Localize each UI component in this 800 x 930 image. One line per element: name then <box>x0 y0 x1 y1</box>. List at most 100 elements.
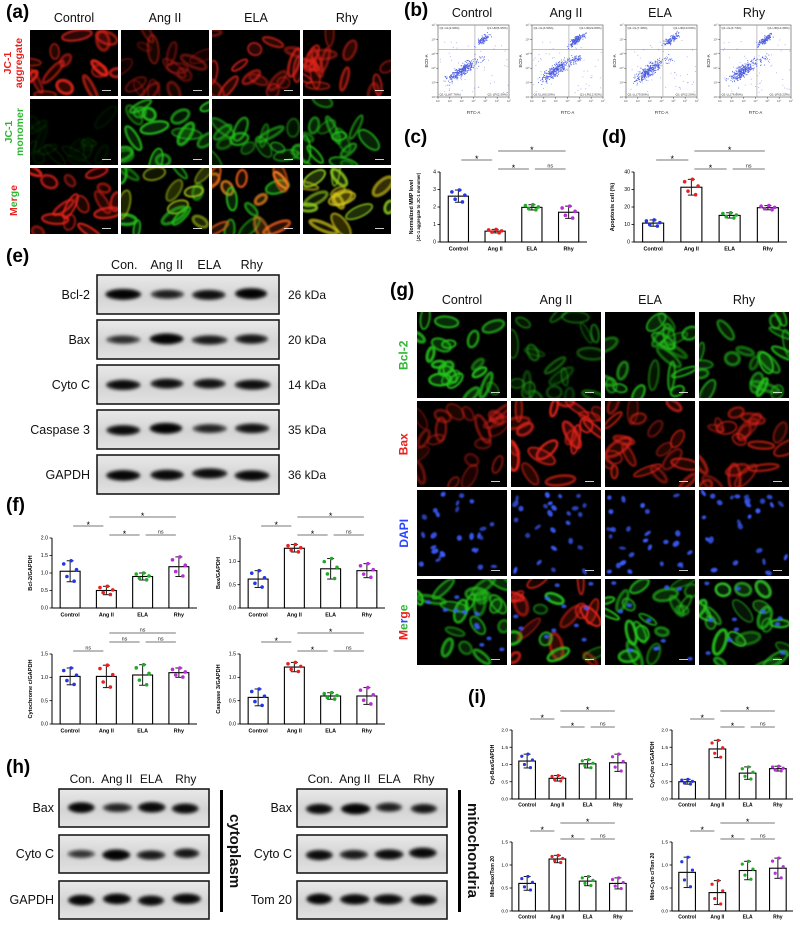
svg-text:Q1-LL(79.50%): Q1-LL(79.50%) <box>628 93 649 97</box>
svg-text:Rhy: Rhy <box>362 729 372 735</box>
svg-text:1.5: 1.5 <box>41 553 48 559</box>
svg-text:Q1-LL(87.76%): Q1-LL(87.76%) <box>440 93 461 97</box>
svg-text:0.0: 0.0 <box>501 909 508 915</box>
svg-text:1.5: 1.5 <box>501 840 508 846</box>
svg-text:10⁴: 10⁴ <box>471 99 476 103</box>
svg-text:*: * <box>700 825 704 835</box>
panel-b-plot-title-3: Rhy <box>742 6 766 20</box>
svg-text:2: 2 <box>433 205 436 211</box>
panel-b-label: (b) <box>404 0 429 21</box>
svg-text:1.5: 1.5 <box>41 652 48 658</box>
micro-merge-2 <box>605 579 695 665</box>
panel-h-cytoplasm-protein-label-0: Bax <box>32 801 54 815</box>
micro-bax-2 <box>605 401 695 487</box>
svg-text:FITC-A: FITC-A <box>749 110 763 115</box>
svg-text:*: * <box>746 705 750 715</box>
svg-text:1.0: 1.0 <box>661 863 668 869</box>
panel-a-row-label-2: Merge <box>1 168 28 234</box>
chart-f2: 0.0 0.5 1.0 1.5 Bax/GAPDH Control Ang II ELA Rhy… <box>216 511 385 619</box>
svg-text:Rhy: Rhy <box>174 729 184 735</box>
micro-jc-1-aggregate-1 <box>121 30 209 96</box>
svg-text:1.5: 1.5 <box>661 840 668 846</box>
svg-text:ECD-A: ECD-A <box>518 54 523 67</box>
svg-text:FITC-A: FITC-A <box>467 110 481 115</box>
svg-text:Cytochrome c/GAPDH: Cytochrome c/GAPDH <box>28 659 34 718</box>
svg-text:*: * <box>123 529 127 539</box>
svg-text:10³: 10³ <box>432 81 436 85</box>
svg-text:ns: ns <box>746 164 752 170</box>
panel-g-row-label-3-letter: e <box>396 623 411 630</box>
svg-text:0.0: 0.0 <box>661 909 668 915</box>
svg-text:*: * <box>86 520 90 530</box>
panel-h-mitochondria-blot-1 <box>296 834 448 874</box>
svg-text:1.0: 1.0 <box>41 571 48 577</box>
svg-text:0.5: 0.5 <box>41 588 48 594</box>
svg-text:ns: ns <box>122 637 128 643</box>
svg-text:2.0: 2.0 <box>41 536 48 542</box>
svg-text:2.0: 2.0 <box>661 728 668 734</box>
panel-a-row-label-2-letter: e <box>8 201 20 208</box>
svg-text:Ang II: Ang II <box>99 729 114 735</box>
panel-g-label: (g) <box>390 280 415 301</box>
panel-h-cytoplasm-lane-header-0: Con. <box>69 772 95 786</box>
svg-text:Normalized MMP level: Normalized MMP level <box>409 179 415 234</box>
svg-text:*: * <box>540 713 544 723</box>
micro-merge-1 <box>121 168 209 234</box>
svg-text:*: * <box>586 817 590 827</box>
chart-f1: 0.0 0.5 1.0 1.5 2.0 Bcl-2/GAPDH Control Ang II E… <box>28 511 197 619</box>
svg-text:0.0: 0.0 <box>661 797 668 803</box>
svg-text:10²: 10² <box>620 95 624 99</box>
svg-text:Rhy: Rhy <box>773 803 783 809</box>
svg-text:ns: ns <box>760 722 766 728</box>
svg-text:ECD-A: ECD-A <box>612 54 617 67</box>
svg-text:40: 40 <box>624 170 630 176</box>
micro-dapi-3 <box>699 490 789 576</box>
svg-text:1.5: 1.5 <box>661 745 668 751</box>
svg-text:Control: Control <box>678 915 696 921</box>
svg-text:1.5: 1.5 <box>501 745 508 751</box>
micro-merge-1 <box>511 579 601 665</box>
svg-text:10²: 10² <box>714 95 718 99</box>
svg-text:Control: Control <box>61 613 81 619</box>
svg-text:10⁷: 10⁷ <box>619 23 623 27</box>
svg-text:10: 10 <box>624 222 630 228</box>
panel-e-protein-label-2: Cyto C <box>51 377 90 392</box>
svg-text:Rhy: Rhy <box>613 803 623 809</box>
svg-text:ns: ns <box>547 164 553 170</box>
micro-merge-0 <box>417 579 507 665</box>
panel-g-row-label-3-letter: M <box>396 629 411 640</box>
svg-text:10¹: 10¹ <box>436 99 440 103</box>
svg-text:2.0: 2.0 <box>501 728 508 734</box>
flow-plot-rhy: Q1-UL(3.74%) Q1-UR(14.38%) Q1-LL(76.66%) Q1… <box>706 23 793 115</box>
svg-text:0.5: 0.5 <box>229 582 236 588</box>
svg-text:10¹: 10¹ <box>530 99 534 103</box>
svg-text:ns: ns <box>600 834 606 840</box>
panel-e-blot-4 <box>96 454 280 495</box>
svg-text:ns: ns <box>346 530 352 536</box>
svg-text:10⁵: 10⁵ <box>525 52 529 56</box>
panel-h-cytoplasm-protein-label-2: GAPDH <box>9 893 54 907</box>
panel-a-row-label-2-text: Merge <box>8 185 20 217</box>
svg-text:Q1-UR(14.38%): Q1-UR(14.38%) <box>767 26 789 30</box>
panel-a-row-label-1-text: JC-1 monomer <box>2 108 26 156</box>
svg-text:*: * <box>571 721 575 731</box>
svg-text:10⁶: 10⁶ <box>431 37 435 41</box>
svg-text:Q1-LR(2.20%): Q1-LR(2.20%) <box>676 93 696 97</box>
svg-text:Rhy: Rhy <box>613 915 623 921</box>
panel-h-mitochondria-lane-header-0: Con. <box>307 772 333 786</box>
svg-text:Cyt-Bax/GAPDH: Cyt-Bax/GAPDH <box>490 744 496 784</box>
panel-a-row-label-2-letter: g <box>8 191 20 198</box>
svg-text:(JC-1 aggregate to JC-1 monome: (JC-1 aggregate to JC-1 monomer) <box>416 172 421 241</box>
micro-jc-1-aggregate-0 <box>30 30 118 96</box>
panel-g-col-header-2: ELA <box>638 293 662 307</box>
svg-text:1.0: 1.0 <box>41 675 48 681</box>
panel-e-protein-label-4: GAPDH <box>45 467 90 482</box>
chart-d: 0 10 20 30 40 Apoptosis cell (%) Control Ang II… <box>610 145 787 253</box>
panel-a-row-label-2-letter: e <box>8 185 20 192</box>
panel-h-mitochondria-lane-header-3: Rhy <box>413 772 435 786</box>
svg-text:ELA: ELA <box>325 729 336 735</box>
svg-text:0.5: 0.5 <box>501 779 508 785</box>
